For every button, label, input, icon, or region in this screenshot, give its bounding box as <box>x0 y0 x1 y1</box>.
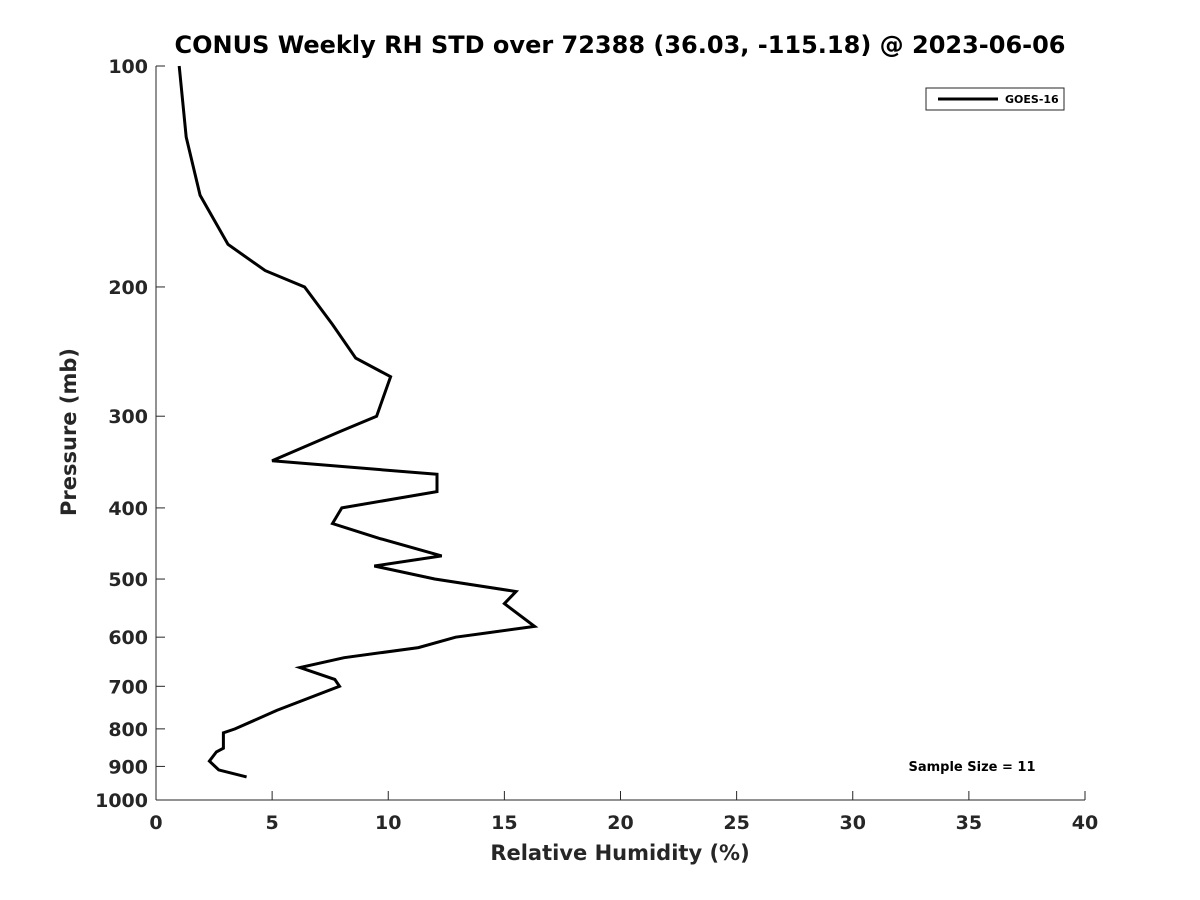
y-tick-label: 200 <box>108 277 148 299</box>
x-tick-label: 15 <box>491 812 517 834</box>
plot-area: 0 5 10 15 20 25 30 35 40 100 200 300 400 500 600 700 800… <box>95 56 1098 834</box>
x-tick-label: 10 <box>375 812 401 834</box>
y-tick-label: 500 <box>108 569 148 591</box>
y-tick-label: 600 <box>108 627 148 649</box>
sample-size-annotation: Sample Size = 11 <box>908 760 1035 775</box>
legend: GOES-16 <box>925 87 1065 111</box>
x-tick-label: 20 <box>607 812 633 834</box>
y-tick-label: 400 <box>108 498 148 520</box>
series-line-goes-16 <box>177 65 539 779</box>
y-tick-label: 900 <box>108 756 148 778</box>
y-tick-label: 100 <box>108 56 148 78</box>
x-tick-label: 5 <box>266 812 279 834</box>
chart-title: CONUS Weekly RH STD over 72388 (36.03, -… <box>174 31 1065 59</box>
y-tick-label: 700 <box>108 676 148 698</box>
x-tick-label: 40 <box>1072 812 1098 834</box>
legend-label-goes-16: GOES-16 <box>1005 93 1059 106</box>
x-tick-label: 0 <box>149 812 162 834</box>
y-tick-label: 300 <box>108 406 148 428</box>
x-axis-label: Relative Humidity (%) <box>490 841 749 865</box>
x-tick-label: 30 <box>840 812 866 834</box>
x-tick-label: 25 <box>723 812 749 834</box>
x-tick-label: 35 <box>956 812 982 834</box>
y-tick-label: 800 <box>108 719 148 741</box>
y-tick-label: 1000 <box>95 790 148 812</box>
y-axis-label: Pressure (mb) <box>57 348 81 516</box>
